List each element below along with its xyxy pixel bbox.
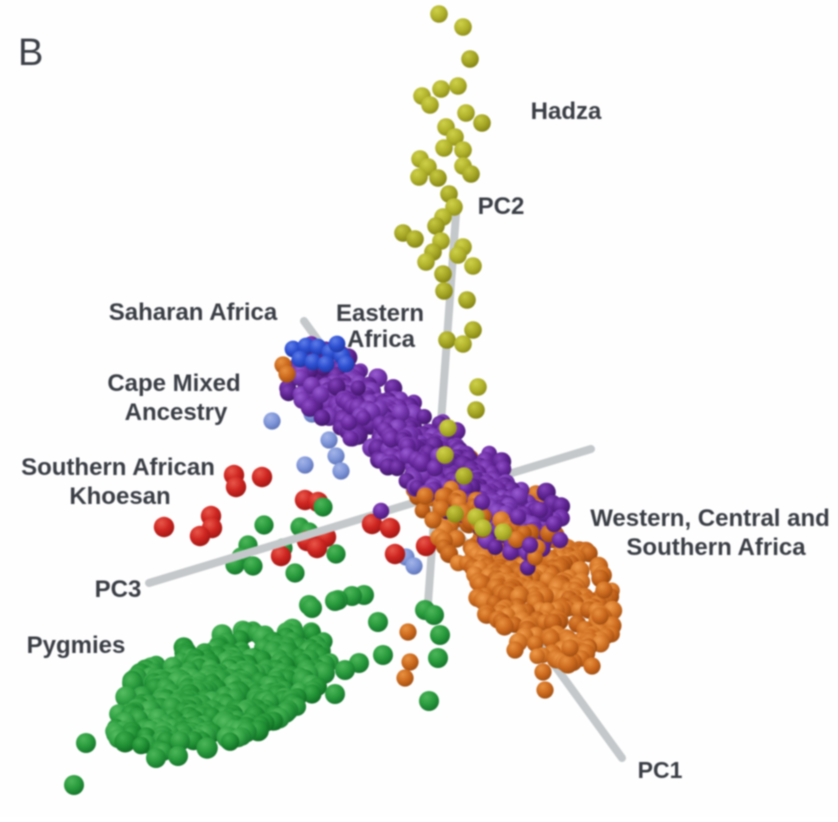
svg-text:Khoesan: Khoesan bbox=[69, 483, 170, 510]
svg-text:B: B bbox=[18, 32, 43, 74]
svg-text:Ancestry: Ancestry bbox=[125, 399, 228, 426]
svg-text:Western, Central and: Western, Central and bbox=[590, 505, 830, 532]
svg-text:PC1: PC1 bbox=[638, 757, 683, 783]
svg-text:Southern African: Southern African bbox=[21, 454, 215, 481]
svg-text:PC2: PC2 bbox=[478, 193, 525, 220]
svg-text:Saharan Africa: Saharan Africa bbox=[109, 299, 278, 326]
svg-text:Africa: Africa bbox=[347, 326, 416, 353]
svg-text:Eastern: Eastern bbox=[336, 300, 424, 327]
svg-text:Pygmies: Pygmies bbox=[27, 632, 126, 659]
svg-text:Cape Mixed: Cape Mixed bbox=[107, 370, 240, 397]
svg-text:Southern Africa: Southern Africa bbox=[626, 534, 806, 561]
svg-text:Hadza: Hadza bbox=[531, 98, 602, 125]
svg-text:PC3: PC3 bbox=[95, 576, 142, 603]
